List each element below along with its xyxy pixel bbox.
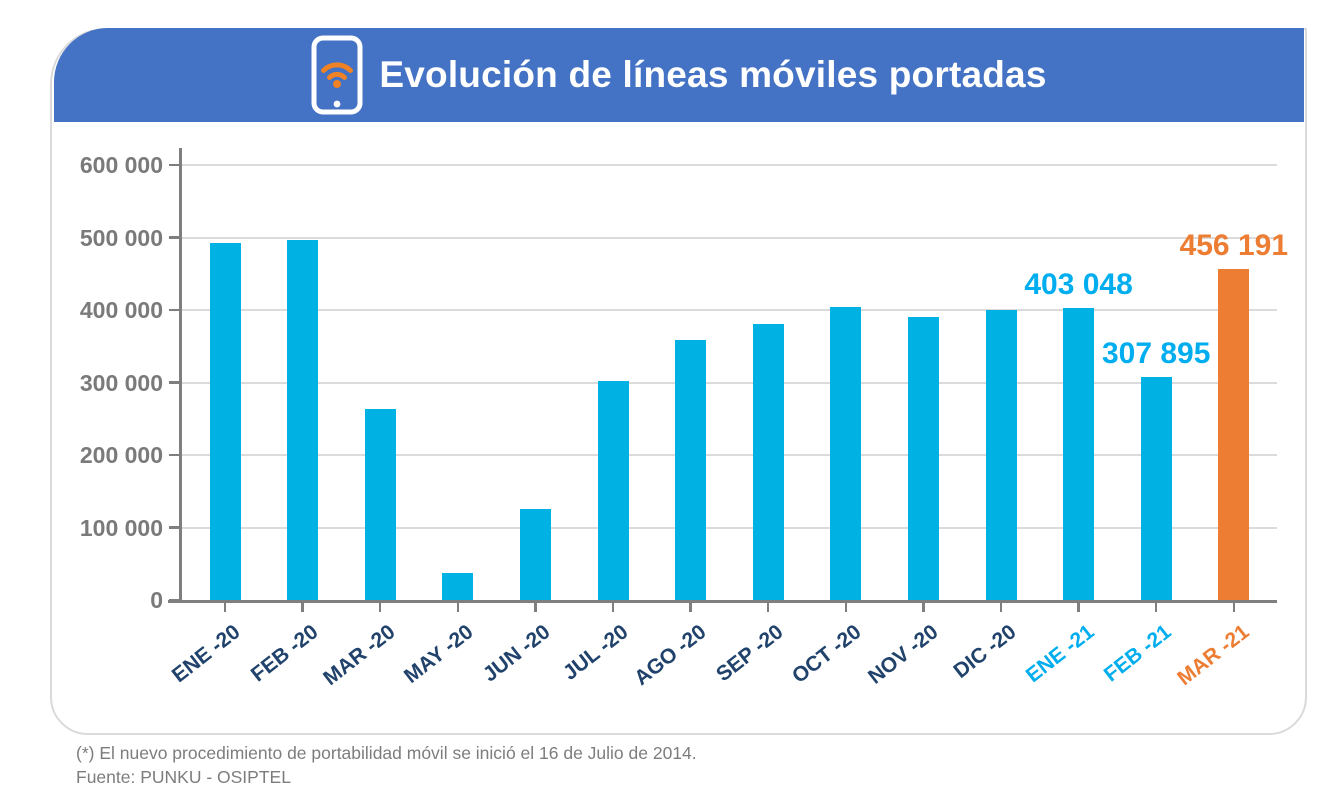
- x-tick: [456, 603, 460, 612]
- bar-feb-20: [287, 240, 319, 600]
- bar-mar-21: [1218, 269, 1250, 600]
- y-tick: [169, 163, 181, 167]
- y-axis-line: [178, 148, 182, 603]
- bar-value-label: 403 048: [1024, 267, 1133, 301]
- gridline: [181, 236, 1277, 239]
- bar-oct-20: [830, 307, 862, 600]
- x-tick: [378, 603, 382, 612]
- bar-dic-20: [985, 310, 1017, 600]
- y-tick-label: 400 000: [79, 297, 163, 323]
- gridline: [181, 309, 1277, 311]
- x-tick: [844, 603, 848, 612]
- bar-jul-20: [597, 381, 629, 600]
- x-tick: [223, 603, 227, 612]
- bar-jun-20: [519, 508, 551, 600]
- footnote: (*) El nuevo procedimiento de portabilid…: [76, 742, 697, 789]
- bar-ago-20: [675, 339, 707, 600]
- bar-may-20: [442, 573, 474, 600]
- bar-nov-20: [907, 317, 939, 600]
- x-tick: [611, 603, 615, 612]
- bar-feb-21: [1140, 376, 1172, 600]
- gridline: [181, 164, 1277, 166]
- gridline: [181, 381, 1277, 384]
- bar-value-label: 307 895: [1101, 336, 1211, 370]
- x-tick: [999, 603, 1003, 612]
- x-tick: [766, 603, 770, 612]
- x-axis-line: [168, 600, 1277, 603]
- y-tick-label: 300 000: [79, 369, 163, 396]
- y-tick-label: 600 000: [79, 152, 163, 178]
- smartphone-wifi-icon: [311, 35, 363, 115]
- bar-value-label: 456 191: [1179, 229, 1289, 263]
- y-tick-label: 500 000: [79, 224, 163, 251]
- y-tick-label: 0: [150, 587, 163, 613]
- y-tick: [169, 308, 181, 312]
- y-tick: [169, 526, 181, 529]
- y-tick: [169, 236, 181, 239]
- x-tick: [1077, 603, 1080, 612]
- header-banner: Evolución de líneas móviles portadas: [54, 28, 1304, 122]
- x-tick: [534, 603, 537, 612]
- y-tick: [169, 453, 181, 457]
- footnote-line-1: (*) El nuevo procedimiento de portabilid…: [76, 743, 697, 763]
- y-tick-label: 200 000: [79, 442, 163, 468]
- x-tick: [301, 603, 304, 612]
- gridline: [181, 454, 1277, 456]
- x-tick: [1154, 603, 1158, 612]
- y-tick-label: 100 000: [79, 514, 163, 541]
- x-tick: [1232, 603, 1236, 612]
- bar-ene-21: [1063, 307, 1095, 600]
- bar-ene-20: [209, 242, 241, 600]
- x-tick: [922, 603, 925, 612]
- x-tick: [689, 603, 692, 612]
- y-tick: [169, 381, 181, 384]
- bar-sep-20: [752, 323, 784, 600]
- bar-mar-20: [364, 408, 396, 600]
- page-title: Evolución de líneas móviles portadas: [379, 54, 1047, 95]
- gridline: [181, 526, 1277, 529]
- footnote-line-2: Fuente: PUNKU - OSIPTEL: [76, 766, 291, 787]
